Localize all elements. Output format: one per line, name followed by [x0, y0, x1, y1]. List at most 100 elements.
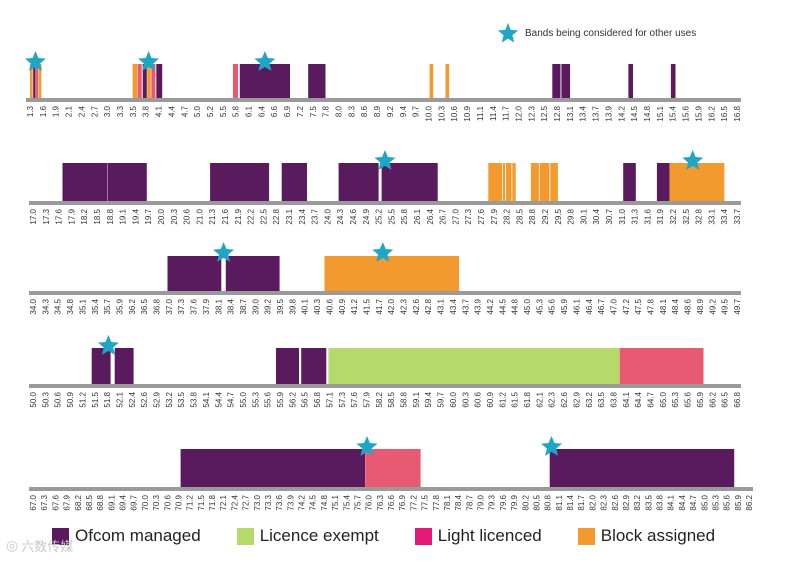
tick-label: 11.7	[502, 105, 511, 121]
tick-label: 54.7	[227, 391, 236, 407]
tick-label: 82.3	[600, 494, 609, 510]
tick-label: 63.8	[610, 391, 619, 407]
star-icon	[497, 22, 519, 43]
band-licence-exempt	[328, 348, 620, 384]
legend-item-block-assigned: Block assigned	[577, 526, 715, 546]
star-legend: Bands being considered for other uses	[497, 22, 696, 44]
tick-label: 27.9	[490, 208, 499, 224]
tick-label: 27.3	[464, 208, 473, 224]
star-icon	[541, 436, 562, 456]
tick-label: 5.5	[219, 105, 228, 117]
tick-label: 30.1	[579, 208, 588, 224]
star-icon	[254, 51, 276, 71]
tick-label: 37.9	[202, 298, 211, 314]
tick-label: 5.8	[232, 105, 241, 117]
tick-label: 6.9	[283, 105, 292, 117]
tick-label: 60.3	[461, 391, 470, 407]
legend-swatch-ofcom-managed	[52, 527, 69, 545]
tick-label: 86.2	[745, 494, 754, 510]
tick-label: 27.0	[451, 208, 460, 224]
tick-label: 41.7	[375, 298, 384, 314]
tick-label: 9.7	[412, 105, 421, 117]
tick-label: 35.7	[103, 298, 112, 314]
tick-label: 4.1	[155, 105, 164, 117]
tick-label: 43.7	[461, 298, 470, 314]
tick-label: 69.7	[130, 494, 139, 510]
tick-label: 30.4	[592, 208, 601, 224]
tick-label: 68.5	[85, 494, 94, 510]
tick-label: 53.8	[190, 391, 199, 407]
tick-label: 11.4	[489, 105, 498, 121]
tick-label: 21.6	[221, 208, 230, 224]
tick-label: 49.7	[733, 298, 742, 314]
tick-label: 71.8	[208, 494, 217, 510]
tick-label: 48.1	[659, 298, 668, 314]
tick-label: 16.8	[733, 105, 742, 121]
tick-label: 52.4	[128, 391, 137, 407]
tick-label: 77.5	[421, 494, 430, 510]
tick-label: 80.5	[532, 494, 541, 510]
tick-label: 58.2	[375, 391, 384, 407]
tick-label: 70.6	[163, 494, 172, 510]
tick-label: 65.6	[684, 391, 693, 407]
tick-label: 63.2	[585, 391, 594, 407]
axis-line	[26, 98, 741, 102]
tick-label: 82.9	[622, 494, 631, 510]
tick-label: 35.9	[116, 298, 125, 314]
band-block-assigned	[147, 64, 151, 98]
tick-label: 18.2	[80, 208, 89, 224]
band-ofcom-managed	[670, 64, 676, 98]
tick-label: 25.5	[387, 208, 396, 224]
tick-label: 11.1	[476, 105, 485, 121]
tick-label: 78.1	[443, 494, 452, 510]
tick-label: 60.6	[474, 391, 483, 407]
tick-label: 45.6	[548, 298, 557, 314]
tick-label: 84.7	[689, 494, 698, 510]
band-ofcom-managed	[142, 64, 147, 98]
tick-label: 26.7	[439, 208, 448, 224]
tick-label: 73.6	[275, 494, 284, 510]
tick-label: 33.4	[720, 208, 729, 224]
tick-label: 73.3	[264, 494, 273, 510]
tick-label: 54.1	[202, 391, 211, 407]
tick-label: 10.0	[425, 105, 434, 121]
tick-label: 43.4	[449, 298, 458, 314]
band-ofcom-managed	[561, 64, 571, 98]
tick-label: 78.7	[465, 494, 474, 510]
tick-label: 1.6	[39, 105, 48, 117]
band-block-assigned	[550, 163, 558, 201]
tick-label: 62.9	[572, 391, 581, 407]
chart-row-1: 1.3 1.6 1.9 2.1 2.4 2.7 3.0 3.3 3.5 3.8 4.1 4.4 4.7 5…	[25, 51, 742, 122]
tick-label: 61.5	[511, 391, 520, 407]
tick-label: 85.3	[711, 494, 720, 510]
tick-label: 24.3	[336, 208, 345, 224]
tick-label: 21.9	[234, 208, 243, 224]
tick-label: 37.3	[177, 298, 186, 314]
tick-label: 14.2	[617, 105, 626, 121]
band-ofcom-managed	[281, 163, 307, 201]
tick-label: 39.0	[251, 298, 260, 314]
tick-label: 36.2	[128, 298, 137, 314]
watermark: ◎ 六数传媒	[6, 536, 73, 555]
tick-label: 67.9	[63, 494, 72, 510]
band-light-licenced	[619, 348, 704, 384]
band-block-assigned	[30, 64, 33, 98]
tick-label: 51.2	[78, 391, 87, 407]
tick-label: 59.4	[424, 391, 433, 407]
axis-line	[29, 201, 741, 205]
tick-label: 56.2	[288, 391, 297, 407]
legend: Ofcom managed Licence exempt Light licen…	[52, 526, 751, 546]
tick-label: 56.5	[301, 391, 310, 407]
band-ofcom-managed	[156, 64, 163, 98]
tick-label: 75.1	[331, 494, 340, 510]
tick-label: 22.5	[259, 208, 268, 224]
band-ofcom-managed	[338, 163, 379, 201]
tick-label: 69.4	[119, 494, 128, 510]
band-ofcom-managed	[552, 64, 561, 98]
tick-label: 10.6	[450, 105, 459, 121]
tick-label: 39.2	[264, 298, 273, 314]
tick-label: 72.1	[219, 494, 228, 510]
tick-label: 42.6	[412, 298, 421, 314]
tick-label: 8.9	[373, 105, 382, 117]
